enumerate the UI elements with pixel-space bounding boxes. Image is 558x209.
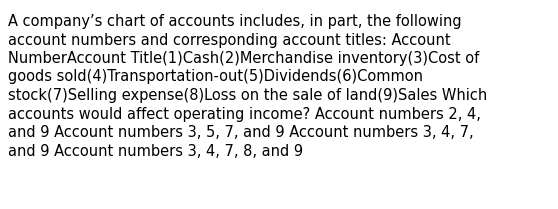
Text: stock(7)Selling expense(8)Loss on the sale of land(9)Sales Which: stock(7)Selling expense(8)Loss on the sa… <box>8 88 487 103</box>
Text: and 9 Account numbers 3, 5, 7, and 9 Account numbers 3, 4, 7,: and 9 Account numbers 3, 5, 7, and 9 Acc… <box>8 125 474 140</box>
Text: A company’s chart of accounts includes, in part, the following: A company’s chart of accounts includes, … <box>8 14 461 29</box>
Text: and 9 Account numbers 3, 4, 7, 8, and 9: and 9 Account numbers 3, 4, 7, 8, and 9 <box>8 144 303 158</box>
Text: goods sold(4)Transportation-out(5)Dividends(6)Common: goods sold(4)Transportation-out(5)Divide… <box>8 70 423 84</box>
Text: account numbers and corresponding account titles: Account: account numbers and corresponding accoun… <box>8 33 451 47</box>
Text: NumberAccount Title(1)Cash(2)Merchandise inventory(3)Cost of: NumberAccount Title(1)Cash(2)Merchandise… <box>8 51 479 66</box>
Text: accounts would affect operating income? Account numbers 2, 4,: accounts would affect operating income? … <box>8 107 481 121</box>
